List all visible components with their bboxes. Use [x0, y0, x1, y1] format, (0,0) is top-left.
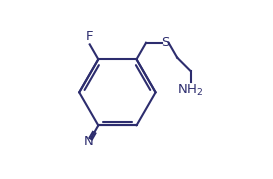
Text: NH$_2$: NH$_2$ — [177, 83, 204, 98]
Text: F: F — [86, 30, 93, 43]
Text: N: N — [84, 135, 94, 148]
Text: S: S — [161, 36, 169, 49]
